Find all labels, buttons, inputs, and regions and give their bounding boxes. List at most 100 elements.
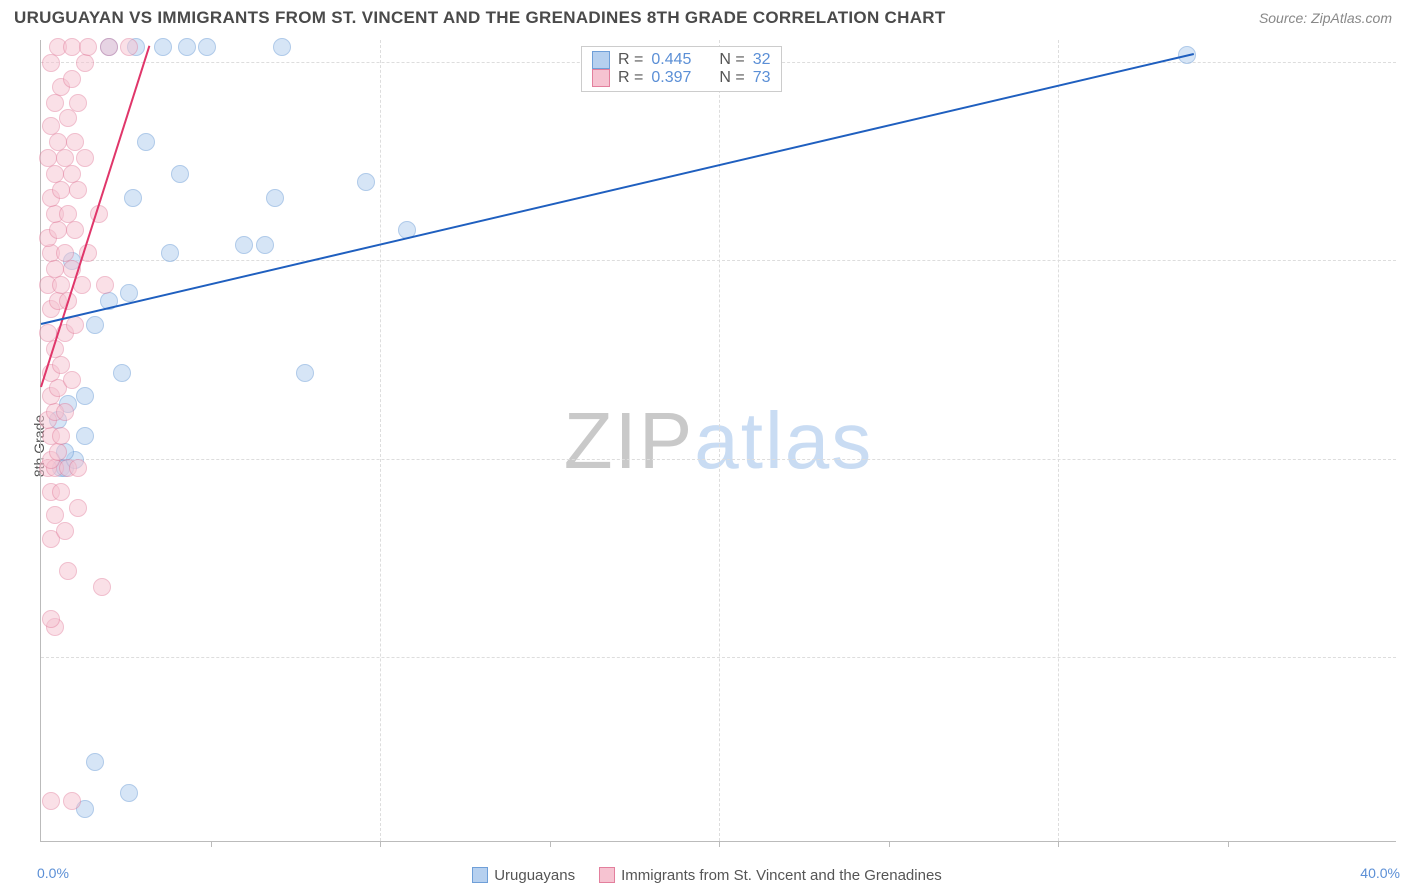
- chart-source: Source: ZipAtlas.com: [1259, 10, 1392, 26]
- scatter-point: [63, 70, 81, 88]
- scatter-point: [59, 205, 77, 223]
- legend-r-value: 0.445: [651, 51, 691, 69]
- y-tick-label: 97.5%: [1401, 253, 1406, 269]
- scatter-point: [42, 610, 60, 628]
- scatter-point: [120, 284, 138, 302]
- chart-header: URUGUAYAN VS IMMIGRANTS FROM ST. VINCENT…: [0, 0, 1406, 34]
- legend-r-value: 0.397: [651, 69, 691, 87]
- x-tick-mark: [550, 841, 551, 847]
- scatter-point: [198, 38, 216, 56]
- y-tick-label: 95.0%: [1401, 452, 1406, 468]
- x-tick-mark: [719, 841, 720, 847]
- scatter-point: [256, 236, 274, 254]
- scatter-point: [52, 181, 70, 199]
- scatter-point: [113, 364, 131, 382]
- scatter-point: [86, 316, 104, 334]
- scatter-point: [46, 165, 64, 183]
- x-tick-mark: [1228, 841, 1229, 847]
- scatter-point: [69, 499, 87, 517]
- scatter-point: [52, 483, 70, 501]
- scatter-point: [154, 38, 172, 56]
- plot-area: ZIPatlas 92.5%95.0%97.5%100.0%0.0%40.0%R…: [40, 40, 1396, 842]
- scatter-point: [56, 403, 74, 421]
- scatter-point: [86, 753, 104, 771]
- y-tick-label: 92.5%: [1401, 650, 1406, 666]
- scatter-point: [235, 236, 253, 254]
- x-tick-mark: [211, 841, 212, 847]
- scatter-point: [63, 371, 81, 389]
- scatter-point: [39, 149, 57, 167]
- scatter-point: [59, 562, 77, 580]
- scatter-point: [357, 173, 375, 191]
- scatter-point: [124, 189, 142, 207]
- scatter-point: [59, 109, 77, 127]
- scatter-point: [49, 443, 67, 461]
- scatter-point: [69, 94, 87, 112]
- gridline-v: [719, 40, 720, 841]
- scatter-point: [76, 54, 94, 72]
- legend-swatch: [592, 51, 610, 69]
- scatter-point: [76, 149, 94, 167]
- legend-swatch: [592, 69, 610, 87]
- scatter-point: [93, 578, 111, 596]
- scatter-point: [52, 276, 70, 294]
- scatter-point: [76, 387, 94, 405]
- scatter-point: [296, 364, 314, 382]
- legend-swatch: [599, 867, 615, 883]
- scatter-point: [52, 356, 70, 374]
- scatter-point: [46, 260, 64, 278]
- watermark-atlas: atlas: [694, 396, 873, 485]
- legend-n-label: N =: [719, 69, 744, 87]
- legend-bottom-item: Immigrants from St. Vincent and the Gren…: [591, 867, 942, 884]
- trend-line: [41, 53, 1194, 325]
- scatter-point: [46, 506, 64, 524]
- scatter-point: [100, 38, 118, 56]
- scatter-point: [63, 38, 81, 56]
- x-tick-mark: [1058, 841, 1059, 847]
- legend-n-value: 73: [753, 69, 771, 87]
- scatter-point: [161, 244, 179, 262]
- scatter-point: [69, 459, 87, 477]
- chart-area: ZIPatlas 92.5%95.0%97.5%100.0%0.0%40.0%R…: [40, 40, 1396, 842]
- scatter-point: [76, 427, 94, 445]
- scatter-point: [66, 133, 84, 151]
- scatter-point: [42, 792, 60, 810]
- gridline-v: [380, 40, 381, 841]
- scatter-point: [178, 38, 196, 56]
- scatter-point: [120, 784, 138, 802]
- legend-stats-row: R = 0.445 N = 32: [592, 51, 771, 69]
- watermark-zip: ZIP: [564, 396, 694, 485]
- gridline-v: [1058, 40, 1059, 841]
- legend-swatch: [472, 867, 488, 883]
- x-tick-mark: [889, 841, 890, 847]
- scatter-point: [63, 792, 81, 810]
- scatter-point: [56, 244, 74, 262]
- legend-n-label: N =: [719, 51, 744, 69]
- legend-bottom: Uruguayans Immigrants from St. Vincent an…: [0, 867, 1406, 884]
- scatter-point: [49, 221, 67, 239]
- scatter-point: [79, 38, 97, 56]
- scatter-point: [273, 38, 291, 56]
- scatter-point: [266, 189, 284, 207]
- x-tick-mark: [380, 841, 381, 847]
- legend-stats-row: R = 0.397 N = 73: [592, 69, 771, 87]
- legend-bottom-item: Uruguayans: [464, 867, 575, 884]
- scatter-point: [137, 133, 155, 151]
- scatter-point: [63, 165, 81, 183]
- scatter-point: [49, 133, 67, 151]
- scatter-point: [56, 149, 74, 167]
- scatter-point: [52, 427, 70, 445]
- scatter-point: [42, 117, 60, 135]
- scatter-point: [56, 522, 74, 540]
- scatter-point: [46, 94, 64, 112]
- scatter-point: [42, 54, 60, 72]
- legend-r-label: R =: [618, 51, 643, 69]
- chart-title: URUGUAYAN VS IMMIGRANTS FROM ST. VINCENT…: [14, 8, 946, 28]
- legend-r-label: R =: [618, 69, 643, 87]
- scatter-point: [69, 181, 87, 199]
- legend-stats-box: R = 0.445 N = 32 R = 0.397 N = 73: [581, 46, 782, 92]
- scatter-point: [120, 38, 138, 56]
- scatter-point: [96, 276, 114, 294]
- scatter-point: [66, 221, 84, 239]
- legend-n-value: 32: [753, 51, 771, 69]
